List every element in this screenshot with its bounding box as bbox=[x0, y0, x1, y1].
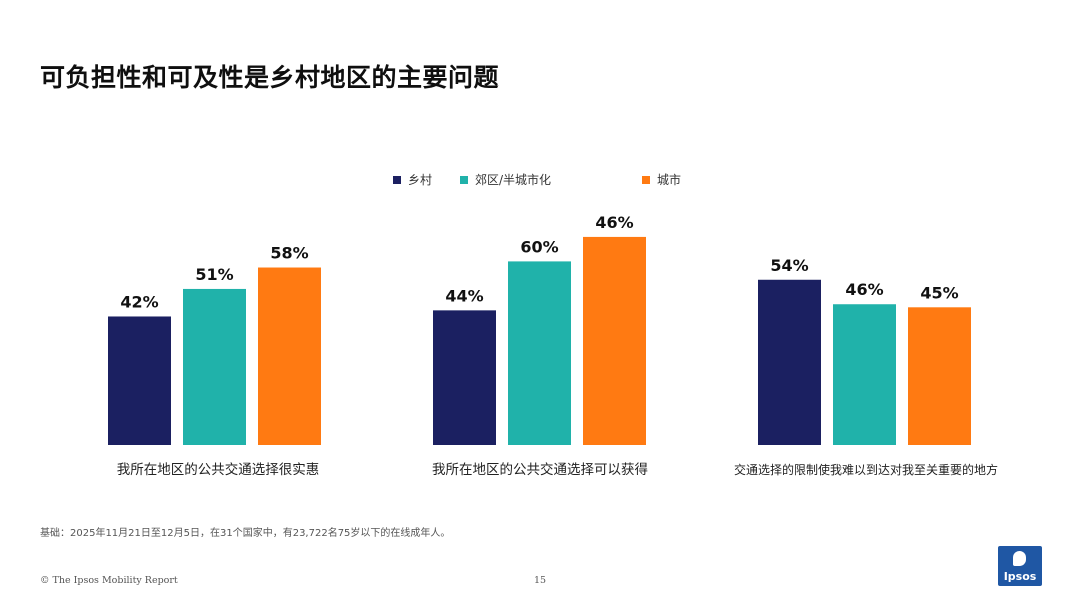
legend-swatch-suburban bbox=[460, 175, 468, 184]
chart-legend: 乡村 郊区/半城市化 城市 bbox=[0, 171, 1080, 189]
legend-label-urban: 城市 bbox=[657, 173, 682, 187]
source-note: 基础：2025年11月21日至12月5日，在31个国家中，有23,722名75岁… bbox=[40, 528, 451, 539]
footer-copyright: © The Ipsos Mobility Report bbox=[40, 575, 178, 586]
legend-label-rural: 乡村 bbox=[408, 173, 433, 187]
value-label-suburban-group-2: 60% bbox=[520, 237, 558, 256]
bar-urban-group-2 bbox=[583, 236, 646, 445]
value-label-rural-group-2: 44% bbox=[445, 286, 483, 305]
bar-rural-group-2 bbox=[433, 310, 496, 445]
page-title: 可负担性和可及性是乡村地区的主要问题 bbox=[40, 63, 500, 92]
bar-suburban-group-2 bbox=[508, 261, 571, 445]
bar-rural-group-1 bbox=[108, 316, 171, 445]
ipsos-logo: Ipsos bbox=[998, 546, 1042, 586]
bar-suburban-group-3 bbox=[833, 304, 896, 445]
value-label-suburban-group-1: 51% bbox=[195, 265, 233, 284]
legend-item-urban: 城市 bbox=[642, 171, 681, 188]
value-label-rural-group-3: 54% bbox=[770, 256, 808, 275]
value-label-suburban-group-3: 46% bbox=[845, 280, 883, 299]
value-label-urban-group-2: 46% bbox=[595, 213, 633, 232]
legend-label-suburban: 郊区/半城市化 bbox=[475, 173, 552, 187]
legend-swatch-urban bbox=[642, 175, 650, 184]
value-label-rural-group-1: 42% bbox=[120, 292, 158, 311]
page-number: 15 bbox=[534, 575, 547, 586]
value-label-urban-group-1: 58% bbox=[270, 244, 308, 263]
category-label-1: 我所在地区的公共交通选择很实惠 bbox=[117, 461, 320, 478]
bar-chart: 42% 51% 58% 我所在地区的公共交通选择很实惠 44% 60% 46% 我所在地区的公… bbox=[108, 213, 998, 478]
logo-mark-icon bbox=[1013, 551, 1026, 566]
bar-suburban-group-1 bbox=[183, 288, 246, 445]
logo-text: Ipsos bbox=[1003, 570, 1037, 583]
legend-item-rural: 乡村 bbox=[393, 171, 432, 188]
legend-swatch-rural bbox=[393, 175, 401, 184]
legend-item-suburban: 郊区/半城市化 bbox=[460, 171, 551, 188]
bar-rural-group-3 bbox=[758, 279, 821, 445]
category-label-2: 我所在地区的公共交通选择可以获得 bbox=[432, 461, 648, 478]
bar-urban-group-1 bbox=[258, 267, 321, 445]
category-label-3: 交通选择的限制使我难以到达对我至关重要的地方 bbox=[734, 462, 998, 477]
bar-urban-group-3 bbox=[908, 307, 971, 445]
value-label-urban-group-3: 45% bbox=[920, 283, 958, 302]
